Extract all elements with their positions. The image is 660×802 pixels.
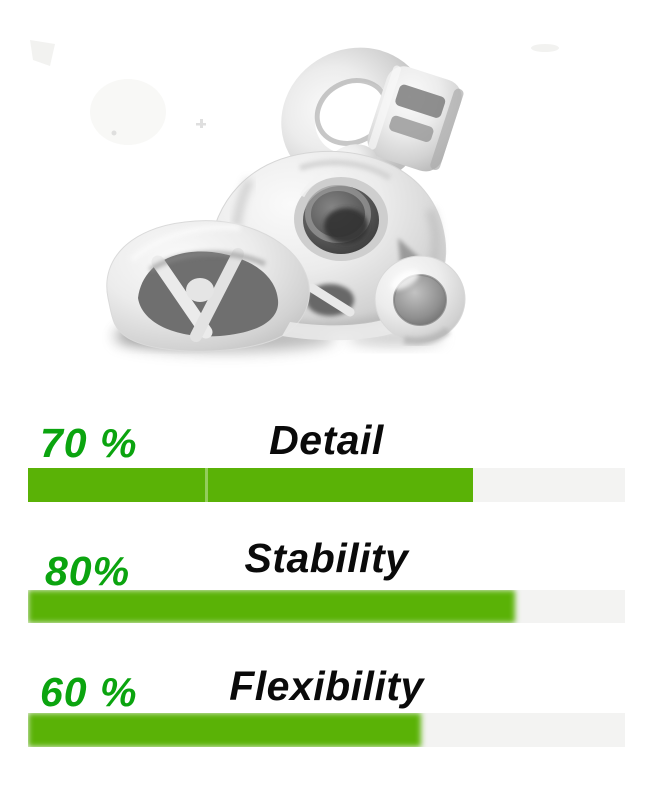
stat-head-flexibility: 60 % Flexibility [0,666,660,716]
stat-percent-flexibility: 60 % [40,669,138,715]
stat-label-stability: Stability [244,535,409,581]
stat-head-detail: 70 % Detail [0,420,660,470]
stat-label-detail: Detail [269,417,384,463]
progress-track-stability [28,590,625,623]
part-left-lobe [106,220,310,352]
product-photo [0,0,660,398]
part-right-ring [374,255,466,346]
stat-head-stability: 80% Stability [0,535,660,592]
progress-fill-detail [28,468,473,502]
progress-fill-flexibility [28,713,421,747]
product-photo-illustration [30,40,559,352]
stat-label-flexibility: Flexibility [229,663,424,709]
progress-fill-stability [28,590,516,623]
part-lower-gap [306,283,355,317]
progress-track-flexibility [28,713,625,747]
stat-percent-stability: 80% [45,548,131,594]
progress-track-detail [28,468,625,502]
stat-percent-detail: 70 % [40,420,138,466]
background-specks [30,40,559,145]
part-central-hole [294,171,388,261]
progress-seam [204,468,208,502]
part-foot-bar [282,316,402,341]
